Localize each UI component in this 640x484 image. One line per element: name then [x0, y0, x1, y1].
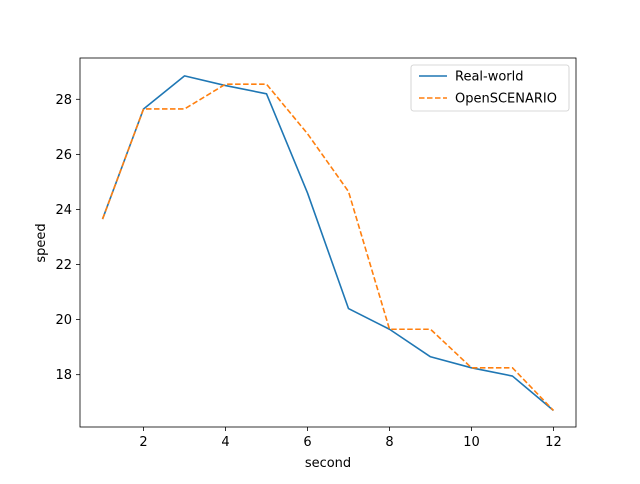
data-point [471, 367, 473, 369]
plot-area [101, 75, 555, 412]
legend: Real-world OpenSCENARIO [410, 64, 570, 112]
y-tick-label: 22 [55, 258, 72, 273]
x-tick-label: 6 [303, 435, 311, 450]
y-axis-label: speed [34, 223, 49, 262]
legend-label: OpenSCENARIO [455, 92, 557, 107]
data-point [184, 75, 186, 77]
y-tick-label: 20 [55, 313, 72, 328]
x-tick-label: 2 [139, 435, 147, 450]
data-point [307, 133, 309, 135]
data-point [348, 191, 350, 193]
series-real-world [101, 75, 554, 412]
series-line [101, 83, 555, 412]
x-tick-label: 8 [385, 435, 393, 450]
x-axis-ticks: 2 4 6 8 10 12 [139, 427, 562, 450]
data-point [553, 410, 555, 412]
data-point [512, 367, 514, 369]
legend-label: Real-world [455, 70, 524, 85]
x-tick-label: 4 [221, 435, 229, 450]
data-point [430, 328, 432, 330]
data-point [307, 192, 309, 194]
y-tick-label: 18 [55, 368, 72, 383]
data-point [143, 108, 145, 110]
axes-frame [79, 57, 577, 428]
series-openscenario [101, 83, 555, 412]
x-axis-label: second [305, 456, 351, 471]
data-point [389, 328, 391, 330]
series-line [101, 75, 554, 412]
data-point [512, 375, 514, 377]
data-point [102, 218, 104, 220]
y-axis-ticks: 18 20 22 24 26 28 [55, 93, 80, 383]
data-point [184, 108, 186, 110]
data-point [225, 83, 227, 85]
y-tick-label: 24 [55, 203, 72, 218]
y-tick-label: 28 [55, 93, 72, 108]
x-tick-label: 12 [545, 435, 562, 450]
data-point [430, 356, 432, 358]
x-tick-label: 10 [463, 435, 480, 450]
data-point [266, 93, 268, 95]
y-tick-label: 26 [55, 148, 72, 163]
data-point [348, 308, 350, 310]
data-point [266, 83, 268, 85]
legend-box [410, 64, 570, 112]
